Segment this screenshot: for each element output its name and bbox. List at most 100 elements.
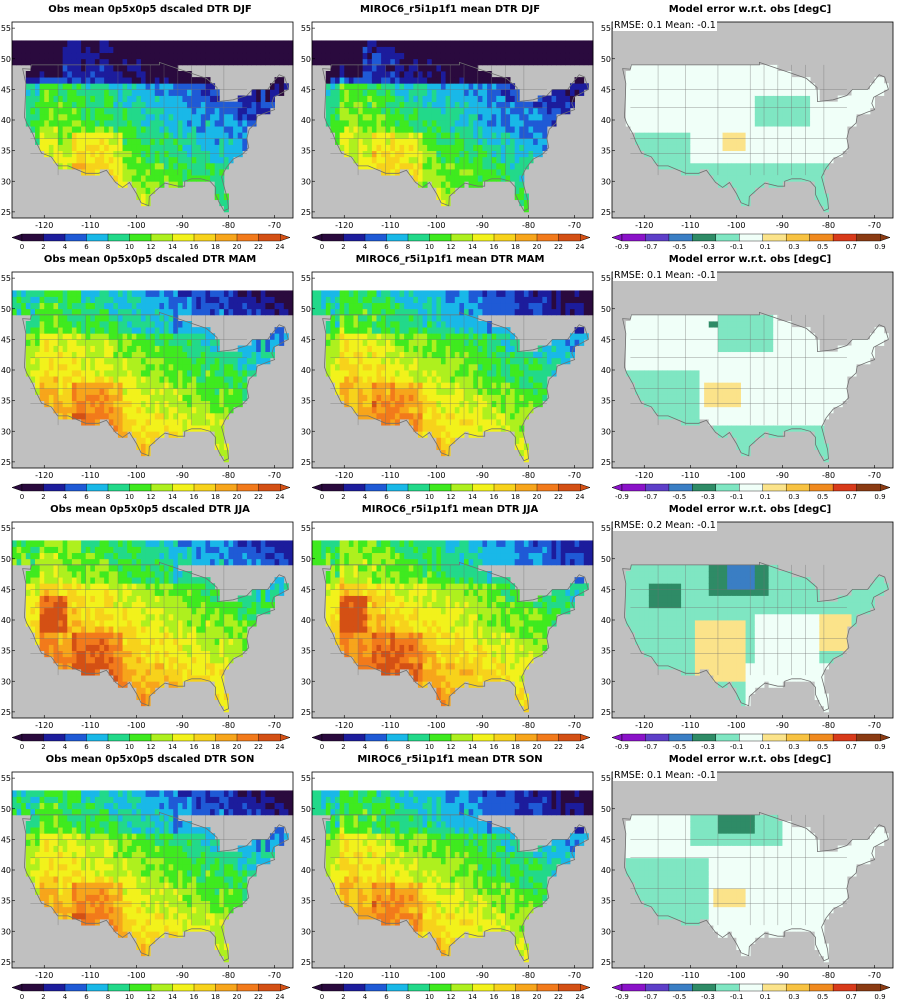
x-tick-label: -110 — [681, 721, 699, 730]
colorbar-swatch — [716, 984, 740, 991]
colorbar-tick-label: 0 — [20, 743, 24, 750]
colorbar-tick-label: -0.9 — [615, 993, 629, 1000]
colorbar-swatch — [786, 984, 810, 991]
colorbar-swatch — [494, 484, 516, 491]
colorbar-swatch — [408, 234, 430, 241]
map-field — [612, 772, 893, 968]
colorbar-swatch — [622, 484, 646, 491]
x-tick-label: -90 — [476, 971, 489, 980]
colorbar-swatch — [22, 484, 44, 491]
colorbar-swatch — [559, 984, 581, 991]
x-tick-label: -80 — [222, 721, 235, 730]
colorbar-swatch — [237, 484, 259, 491]
colorbar-swatch — [473, 484, 495, 491]
colorbar-swatch — [451, 484, 473, 491]
y-tick-label: 30 — [1, 677, 11, 686]
colorbar-tick-label: 18 — [511, 493, 520, 500]
y-tick-label: 30 — [301, 177, 311, 186]
map-field — [612, 22, 893, 218]
x-tick-label: -70 — [568, 721, 581, 730]
colorbar-tick-label: 0.3 — [788, 993, 799, 1000]
colorbar-tick-label: 0.9 — [874, 493, 885, 500]
x-tick-label: -70 — [268, 971, 281, 980]
colorbar-swatch — [451, 984, 473, 991]
map-field — [312, 522, 593, 718]
colorbar-tick-label: 16 — [190, 743, 199, 750]
x-tick-label: -120 — [635, 721, 653, 730]
colorbar-swatch — [810, 484, 834, 491]
y-tick-label: 55 — [301, 274, 311, 283]
colorbar-tick-label: 10 — [425, 743, 434, 750]
y-tick-label: 40 — [601, 616, 611, 625]
y-tick-label: 50 — [1, 55, 11, 64]
colorbar-tick-label: 18 — [211, 493, 220, 500]
colorbar-swatch — [87, 734, 109, 741]
y-tick-label: 25 — [301, 958, 311, 967]
colorbar-swatch — [22, 734, 44, 741]
y-tick-label: 40 — [301, 866, 311, 875]
x-tick-label: -120 — [635, 471, 653, 480]
colorbar-tick-label: 24 — [276, 243, 285, 250]
colorbar-tick-label: 16 — [190, 493, 199, 500]
colorbar-swatch — [833, 984, 857, 991]
x-tick-label: -100 — [727, 971, 745, 980]
colorbar-swatch — [537, 984, 559, 991]
colorbar-swatch — [322, 234, 344, 241]
colorbar-swatch — [786, 484, 810, 491]
colorbar-tick-label: 8 — [106, 243, 110, 250]
colorbar-tick-label: 0.9 — [874, 743, 885, 750]
colorbar-swatch — [194, 234, 216, 241]
colorbar-tick-label: -0.5 — [672, 993, 686, 1000]
colorbar-tick-label: 8 — [106, 743, 110, 750]
y-tick-label: 25 — [1, 208, 11, 217]
colorbar-swatch — [344, 734, 366, 741]
colorbar-swatch — [857, 234, 881, 241]
colorbar-swatch — [173, 734, 195, 741]
colorbar-swatch — [451, 234, 473, 241]
colorbar-tick-label: 12 — [447, 493, 456, 500]
x-tick-label: -100 — [427, 721, 445, 730]
y-tick-label: 50 — [1, 805, 11, 814]
colorbar-swatch — [739, 984, 763, 991]
colorbar-tick-label: 0.7 — [846, 493, 857, 500]
colorbar-tick-label: -0.1 — [730, 243, 744, 250]
colorbar-tick-label: 0.1 — [760, 993, 771, 1000]
colorbar-swatch — [194, 484, 216, 491]
y-tick-label: 45 — [601, 835, 611, 844]
colorbar-swatch — [387, 984, 409, 991]
panel-title: Model error w.r.t. obs [degC] — [600, 254, 900, 265]
colorbar-tick-label: 2 — [41, 743, 45, 750]
colorbar-tick-label: 20 — [233, 743, 242, 750]
x-tick-label: -80 — [822, 971, 835, 980]
x-tick-label: -120 — [35, 971, 53, 980]
y-tick-label: 25 — [1, 708, 11, 717]
rmse-mean-stats: RMSE: 0.1 Mean: -0.1 — [613, 270, 717, 281]
colorbar-swatch — [645, 234, 669, 241]
colorbar-tick-label: 6 — [84, 993, 89, 1000]
colorbar-swatch — [108, 734, 130, 741]
panel-title: MIROC6_r5i1p1f1 mean DTR JJA — [300, 504, 600, 515]
x-tick-label: -100 — [427, 971, 445, 980]
colorbar-tick-label: 16 — [490, 493, 499, 500]
colorbar-tick-label: 6 — [384, 743, 389, 750]
colorbar-tick-label: 8 — [406, 493, 410, 500]
x-tick-label: -80 — [522, 471, 535, 480]
colorbar-swatch — [22, 984, 44, 991]
colorbar-tick-label: -0.5 — [672, 743, 686, 750]
colorbar-swatch — [344, 984, 366, 991]
colorbar-arrow-high — [880, 984, 890, 991]
colorbar-tick-label: 0 — [320, 243, 324, 250]
y-tick-label: 45 — [301, 335, 311, 344]
colorbar-tick-label: 4 — [363, 493, 368, 500]
